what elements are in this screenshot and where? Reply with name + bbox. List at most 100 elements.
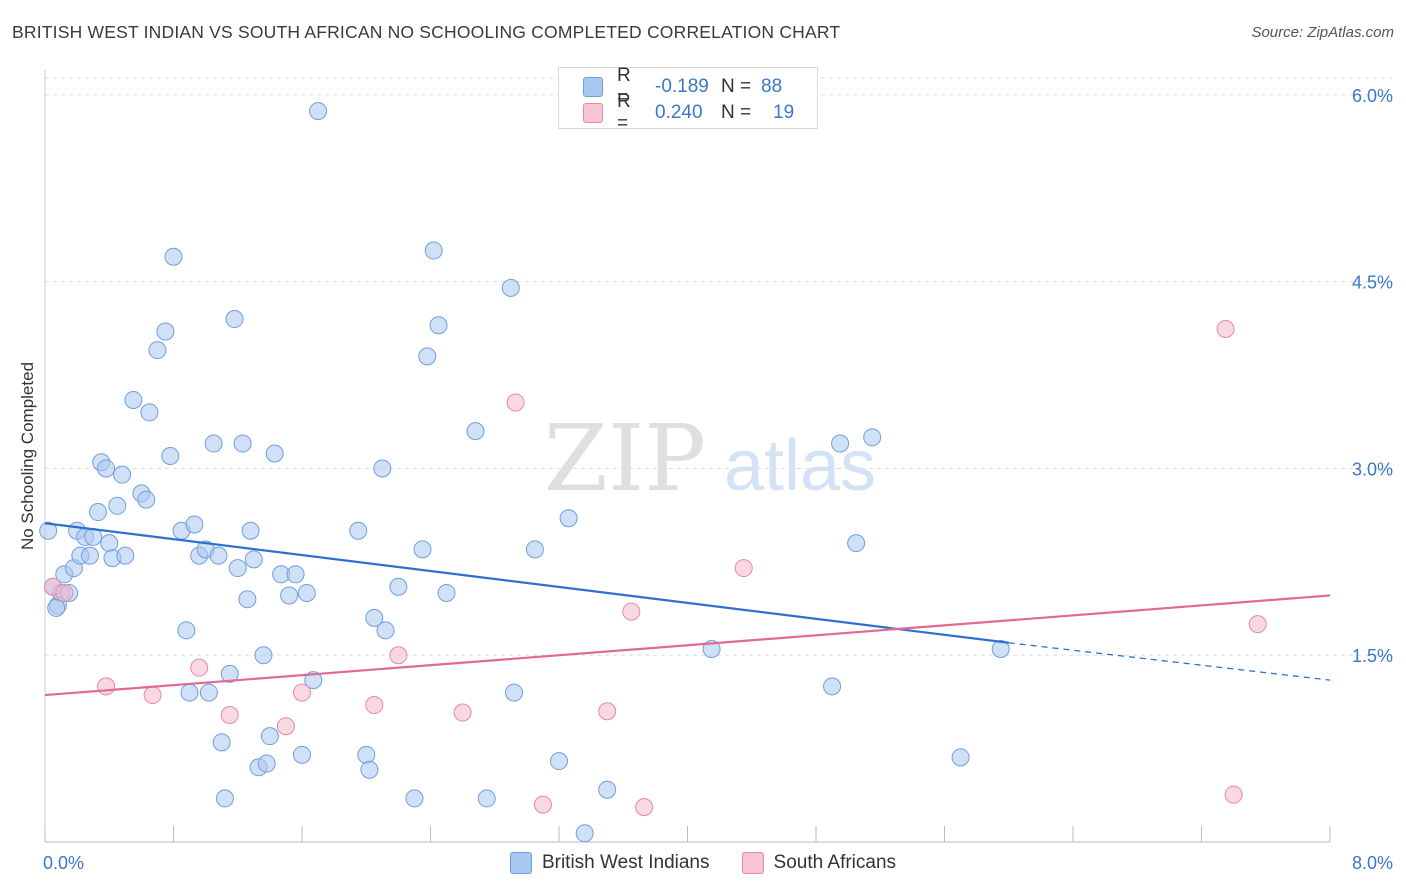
legend-row-british-west-indians: R = -0.189 N = 88 — [583, 65, 783, 108]
data-point — [550, 752, 568, 771]
data-point — [293, 683, 311, 702]
data-point — [429, 316, 448, 335]
data-point — [265, 444, 284, 463]
data-point — [622, 602, 641, 621]
data-point — [190, 658, 209, 677]
data-point — [140, 403, 159, 422]
data-point — [209, 546, 228, 565]
data-point — [297, 583, 316, 602]
data-point — [373, 459, 392, 478]
data-point — [228, 559, 247, 578]
x-tick-label: 8.0% — [1352, 853, 1393, 873]
data-point — [505, 683, 524, 702]
data-point — [220, 664, 239, 683]
data-point — [199, 683, 218, 702]
data-point — [233, 434, 252, 453]
data-point — [100, 534, 119, 553]
legend-swatch-blue — [509, 852, 532, 874]
data-point — [185, 515, 204, 534]
series-legend: British West Indians South Africans — [0, 852, 1406, 874]
y-tick-label: 6.0% — [1352, 86, 1393, 106]
data-point — [533, 795, 552, 814]
data-point — [55, 583, 74, 602]
n-value: 88 — [761, 76, 783, 97]
data-point — [635, 798, 654, 817]
data-point — [559, 509, 578, 528]
data-point — [453, 703, 472, 722]
data-point — [89, 503, 108, 522]
data-point — [309, 102, 328, 121]
data-point — [418, 347, 437, 366]
data-point — [951, 748, 970, 767]
data-point — [80, 546, 99, 565]
data-point — [97, 677, 116, 696]
data-point — [238, 590, 257, 609]
n-label: N = — [721, 102, 752, 123]
watermark-zip: ZIP — [544, 405, 706, 512]
data-point — [477, 789, 496, 808]
data-point — [376, 621, 395, 640]
data-point — [365, 696, 384, 715]
data-point — [1224, 785, 1243, 804]
data-point — [156, 322, 175, 341]
n-value: 19 — [773, 102, 795, 123]
data-point — [1248, 615, 1267, 634]
data-point — [304, 671, 323, 690]
n-label: N = — [721, 76, 752, 97]
data-point — [360, 760, 379, 779]
axes — [44, 70, 1331, 843]
data-point — [47, 598, 66, 617]
data-point — [831, 434, 850, 453]
y-tick-label: 4.5% — [1352, 273, 1393, 293]
data-point — [212, 733, 231, 752]
trend-line-blue — [44, 522, 1009, 644]
data-point — [39, 521, 58, 540]
trend-line-blue-extension — [1008, 642, 1331, 681]
data-point — [148, 341, 167, 360]
data-point — [280, 586, 299, 605]
legend-swatch-pink — [741, 852, 764, 874]
tick-labels: 1.5% 3.0% 4.5% 6.0% 0.0% 8.0% — [43, 86, 1393, 873]
data-point — [1216, 319, 1235, 338]
data-point — [161, 447, 180, 465]
data-point — [108, 496, 127, 515]
data-point — [598, 780, 617, 799]
data-point — [257, 754, 276, 773]
y-tick-label: 3.0% — [1352, 459, 1393, 479]
data-point — [413, 540, 432, 559]
data-point — [276, 717, 295, 736]
r-value: 0.240 — [655, 102, 703, 123]
data-point — [405, 789, 424, 808]
gridlines — [45, 77, 1392, 656]
data-point — [177, 621, 196, 640]
data-point — [113, 465, 132, 484]
data-point — [164, 247, 183, 266]
data-point — [260, 727, 279, 746]
source-label: Source: ZipAtlas.com — [1251, 24, 1394, 41]
legend-label: British West Indians — [541, 852, 710, 873]
data-point — [863, 428, 882, 447]
data-point — [116, 546, 135, 565]
data-point — [97, 459, 116, 478]
data-point — [389, 646, 408, 665]
legend-row-south-africans: R = 0.240 N = 19 — [583, 91, 795, 134]
data-point — [244, 550, 263, 569]
trend-lines — [44, 522, 1331, 697]
data-point — [389, 577, 408, 596]
data-point — [293, 745, 311, 764]
data-point — [437, 583, 456, 602]
data-point — [124, 390, 143, 409]
data-point — [506, 393, 525, 412]
data-point — [215, 789, 234, 808]
data-point — [204, 434, 223, 453]
legend-label: South Africans — [773, 852, 897, 873]
data-points — [39, 102, 1267, 843]
data-point — [225, 310, 244, 329]
data-point — [286, 565, 305, 584]
trend-line-pink — [44, 594, 1331, 697]
data-point — [349, 521, 368, 540]
data-point — [143, 686, 162, 705]
data-point — [466, 422, 485, 441]
legend-item-british-west-indians: British West Indians — [509, 852, 710, 874]
